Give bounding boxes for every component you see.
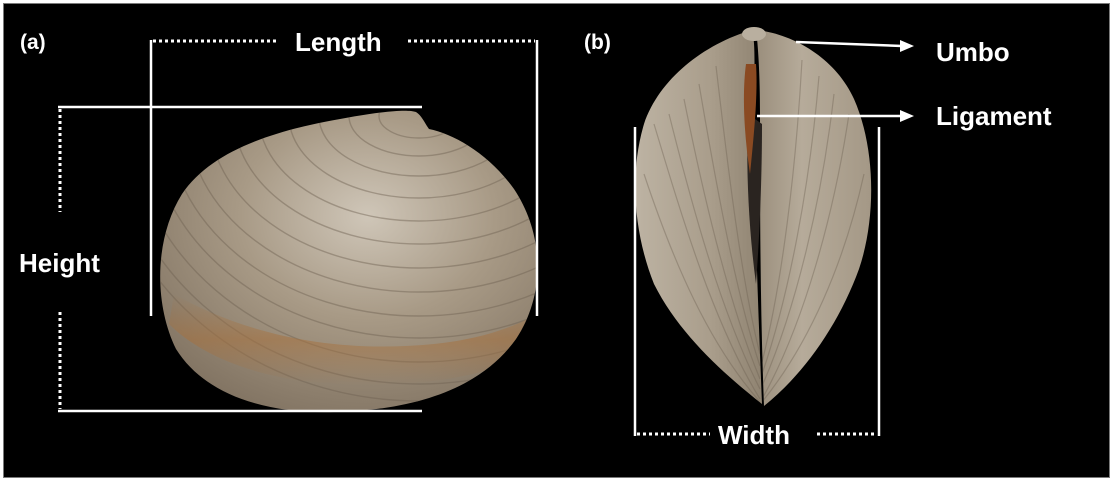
length-bracket: [149, 39, 539, 316]
panel-label-a: (a): [20, 31, 46, 54]
ligament-label: Ligament: [936, 101, 1052, 131]
panel-label-b: (b): [584, 31, 611, 54]
ligament-arrow: [757, 110, 914, 122]
shell-front-view: [635, 27, 872, 406]
umbo-arrow: [795, 40, 914, 52]
figure-graphics: [58, 27, 914, 436]
height-label: Height: [19, 248, 100, 278]
clam-shell-figure: (a) (b) Length Height Width Umbo Ligamen…: [3, 3, 1110, 478]
width-bracket: [633, 127, 881, 436]
umbo-label: Umbo: [936, 37, 1010, 67]
height-bracket: [58, 105, 422, 413]
width-label: Width: [718, 420, 790, 450]
length-label: Length: [295, 27, 382, 57]
